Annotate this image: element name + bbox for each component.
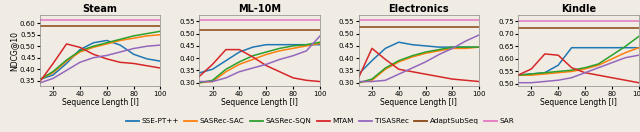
X-axis label: Sequence Length [l]: Sequence Length [l] [380, 98, 458, 107]
Title: Steam: Steam [83, 4, 118, 14]
Legend: SSE-PT++, SASRec-SAC, SASRec-SQN, MTAM, TISASRec, AdaptSubSeq, SAR: SSE-PT++, SASRec-SAC, SASRec-SQN, MTAM, … [123, 115, 517, 127]
X-axis label: Sequence Length [l]: Sequence Length [l] [540, 98, 617, 107]
Title: Electronics: Electronics [388, 4, 449, 14]
Title: Kindle: Kindle [561, 4, 596, 14]
X-axis label: Sequence Length [l]: Sequence Length [l] [221, 98, 298, 107]
Y-axis label: NDCG@10: NDCG@10 [10, 31, 19, 71]
Title: ML-10M: ML-10M [238, 4, 281, 14]
X-axis label: Sequence Length [l]: Sequence Length [l] [61, 98, 138, 107]
